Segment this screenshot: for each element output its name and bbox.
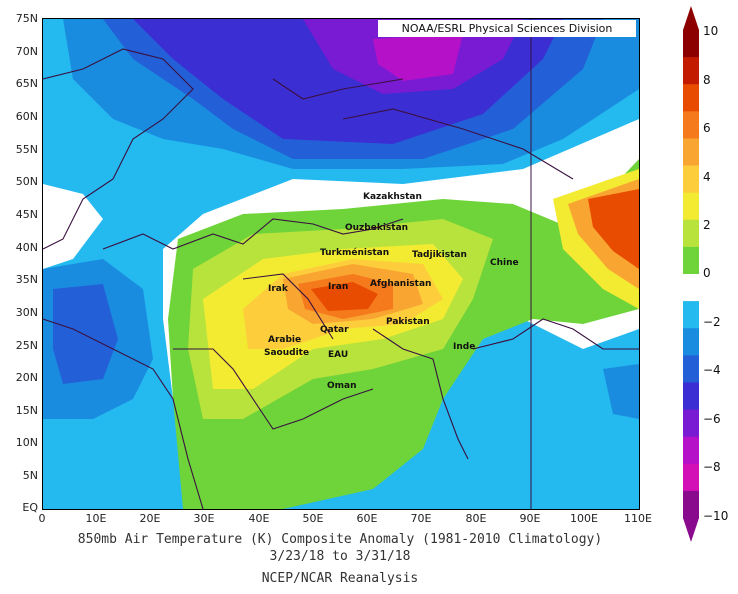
colorbar-swatch [683, 138, 699, 167]
colorbar-label: 8 [703, 73, 711, 87]
lon-label: 60E [356, 512, 378, 525]
colorbar-label: −6 [703, 412, 721, 426]
colorbar-label: 2 [703, 218, 711, 232]
country-label: Afghanistan [370, 279, 432, 289]
colorbar-swatch [683, 57, 699, 85]
caption-title: 850mb Air Temperature (K) Composite Anom… [77, 532, 603, 547]
colorbar-swatch [683, 246, 699, 275]
lon-label: 90E [519, 512, 541, 525]
country-label: Qatar [320, 325, 349, 335]
warm-cell-east-red [588, 189, 639, 269]
lon-label: 100E [570, 512, 598, 525]
lat-label: 55N [15, 143, 38, 156]
country-label: Tadjikistan [412, 250, 467, 260]
cold-cell-east-inner [603, 364, 639, 419]
lat-label: 35N [15, 273, 38, 286]
colorbar-label: 10 [703, 24, 719, 38]
colorbar-swatch [683, 192, 699, 221]
lon-label: 10E [85, 512, 107, 525]
lon-label: 110E [624, 512, 652, 525]
lat-label: 75N [15, 12, 38, 25]
colorbar-swatch [683, 165, 699, 194]
country-label: Turkménistan [320, 248, 390, 258]
country-label: Oman [327, 381, 357, 391]
neutral-zone-atlantic [43, 184, 103, 269]
colorbar-label: −8 [703, 460, 721, 474]
lon-label: 80E [465, 512, 487, 525]
country-label: Arabie [268, 335, 302, 345]
colorbar-swatch [683, 301, 699, 329]
coastlines [43, 48, 639, 509]
lat-label: 25N [15, 339, 38, 352]
credit-label: NOAA/ESRL Physical Sciences Division [378, 20, 636, 37]
colorbar-label: 6 [703, 121, 711, 135]
colorbar-swatch [683, 490, 699, 519]
country-label: Pakistan [386, 317, 430, 327]
colorbar-label: −4 [703, 363, 721, 377]
lat-label: 70N [15, 45, 38, 58]
colorbar-label: 0 [703, 266, 711, 280]
lat-label: 10N [15, 436, 38, 449]
colorbar-swatch [683, 328, 699, 356]
country-label: Iran [328, 282, 349, 292]
warm-zone-red [311, 282, 378, 311]
lat-label: 15N [15, 404, 38, 417]
colorbar-swatch [683, 382, 699, 411]
cold-cell-west-inner [53, 284, 118, 384]
caption-dates: 3/23/18 to 3/31/18 [269, 549, 411, 564]
colorbar-swatch [683, 409, 699, 438]
country-label: Ouzbekistan [345, 223, 409, 233]
lon-label: 0 [38, 512, 46, 525]
colorbar [683, 6, 699, 542]
lon-label: 50E [302, 512, 324, 525]
cold-zone-peak [373, 34, 463, 81]
country-label: Irak [268, 284, 288, 294]
country-label: Saoudite [264, 348, 310, 358]
country-label: Inde [453, 342, 476, 352]
colorbar-swatch [683, 274, 699, 302]
colorbar-swatch [683, 84, 699, 112]
country-label: Kazakhstan [363, 192, 422, 202]
lat-label: 50N [15, 175, 38, 188]
lat-label: EQ [22, 501, 38, 514]
anomaly-map [43, 19, 639, 509]
lat-label: 40N [15, 241, 38, 254]
colorbar-swatch [683, 30, 699, 58]
lat-label: 5N [22, 469, 38, 482]
lat-label: 60N [15, 110, 38, 123]
lon-label: 20E [139, 512, 161, 525]
country-label: Chine [490, 258, 519, 268]
colorbar-swatch [683, 219, 699, 248]
colorbar-swatch [683, 111, 699, 139]
colorbar-arrow-top [683, 6, 699, 30]
lon-label: 40E [248, 512, 270, 525]
lon-label: 30E [193, 512, 215, 525]
colorbar-arrow-bottom [683, 518, 699, 542]
lat-label: 65N [15, 77, 38, 90]
colorbar-label: 4 [703, 170, 711, 184]
map-frame [42, 18, 640, 510]
colorbar-label: −2 [703, 315, 721, 329]
lat-label: 30N [15, 306, 38, 319]
colorbar-label: −10 [703, 509, 729, 523]
caption-source: NCEP/NCAR Reanalysis [261, 571, 419, 586]
lat-label: 20N [15, 371, 38, 384]
colorbar-swatch [683, 436, 699, 465]
colorbar-swatch [683, 355, 699, 383]
country-label: EAU [328, 350, 349, 360]
colorbar-swatch [683, 463, 699, 492]
lon-label: 70E [410, 512, 432, 525]
lat-label: 45N [15, 208, 38, 221]
